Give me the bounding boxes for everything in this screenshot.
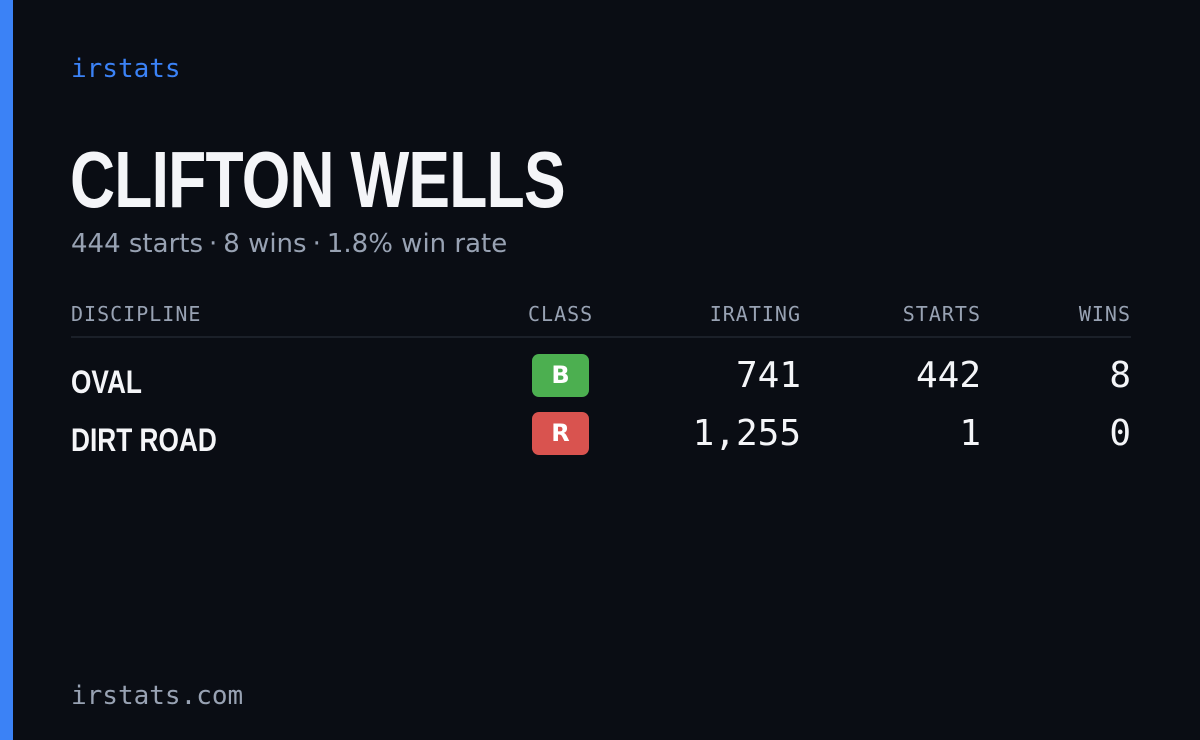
wins-cell: 0 [1109, 413, 1131, 454]
separator: · [312, 229, 321, 259]
header-irating: IRATING [709, 302, 801, 326]
wins-cell: 8 [1109, 355, 1131, 396]
header-starts: STARTS [902, 302, 981, 326]
starts-summary: 444 starts [71, 229, 203, 259]
header-discipline: DISCIPLINE [71, 302, 202, 326]
footer-url: irstats.com [71, 681, 244, 711]
class-badge: R [532, 412, 589, 455]
starts-cell: 442 [915, 355, 981, 396]
stats-table: DISCIPLINE CLASS IRATING STARTS WINS OVA… [71, 298, 1131, 458]
driver-name: CLIFTON WELLS [70, 135, 566, 224]
discipline-cell: OVAL [71, 364, 142, 400]
brand-logo: irstats [71, 54, 181, 84]
wins-summary: 8 wins [223, 229, 307, 259]
class-badge: B [532, 354, 589, 397]
starts-cell: 1 [959, 413, 981, 454]
accent-bar [0, 0, 13, 740]
irating-cell: 1,255 [692, 413, 801, 454]
header-wins: WINS [1078, 302, 1131, 326]
driver-summary: 444 starts · 8 wins · 1.8% win rate [71, 229, 507, 260]
table-row: OVAL B 741 442 8 [71, 338, 1131, 400]
header-class: CLASS [528, 302, 594, 326]
discipline-cell: DIRT ROAD [71, 422, 217, 458]
irating-cell: 741 [735, 355, 801, 396]
table-row: DIRT ROAD R 1,255 1 0 [71, 396, 1131, 458]
winrate-summary: 1.8% win rate [326, 229, 508, 259]
separator: · [209, 229, 218, 259]
table-header: DISCIPLINE CLASS IRATING STARTS WINS [71, 298, 1131, 338]
